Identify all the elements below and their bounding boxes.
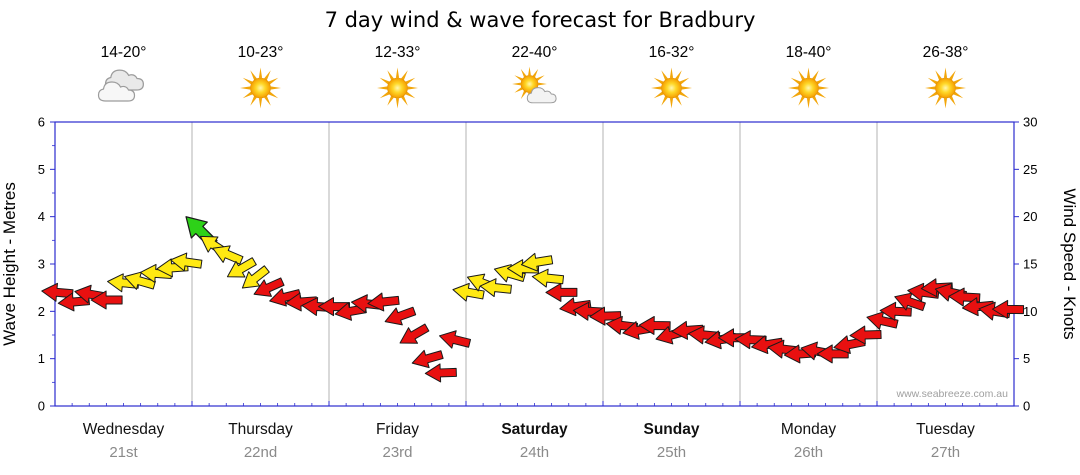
wind-arrow xyxy=(866,311,899,330)
temperature-label: 22-40° xyxy=(512,44,558,61)
x-axis-day-labels: Wednesday 21st Thursday 22nd Friday 23rd Satur… xyxy=(83,421,975,461)
wind-arrow xyxy=(961,297,995,317)
left-axis-tick-label: 2 xyxy=(38,304,45,319)
wind-arrow xyxy=(671,320,704,340)
day-date-label: 21st xyxy=(109,444,138,461)
temperature-label: 14-20° xyxy=(101,44,147,61)
wind-arrow xyxy=(90,290,123,310)
day-name-label: Tuesday xyxy=(916,421,975,438)
wind-arrow xyxy=(253,277,285,297)
wind-arrow xyxy=(399,323,430,344)
sun-icon xyxy=(925,67,966,109)
wind-arrow xyxy=(241,265,270,289)
wind-arrow xyxy=(269,288,302,307)
right-axis-tick-label: 15 xyxy=(1023,257,1037,272)
wind-arrow xyxy=(531,268,565,288)
left-axis-tick-label: 3 xyxy=(38,257,45,272)
cloud-icon xyxy=(97,81,136,102)
wind-arrow xyxy=(367,292,400,312)
wind-arrow xyxy=(411,349,444,369)
sun-icon xyxy=(377,67,418,109)
left-axis-tick-label: 5 xyxy=(38,162,45,177)
temperature-label: 10-23° xyxy=(238,44,284,61)
wind-arrow xyxy=(438,330,472,349)
wind-arrow xyxy=(894,292,926,312)
gridlines xyxy=(191,122,878,406)
cloud-icon xyxy=(526,87,557,104)
weather-icon-sun xyxy=(651,67,692,109)
right-axis-tick-label: 25 xyxy=(1023,162,1037,177)
left-axis-tick-label: 4 xyxy=(38,209,45,224)
watermark: www.seabreeze.com.au xyxy=(896,388,1009,400)
page-title: 7 day wind & wave forecast for Bradbury xyxy=(324,8,756,32)
wind-arrow xyxy=(479,278,512,298)
left-axis-tick-label: 0 xyxy=(38,399,45,414)
right-axis-tick-label: 20 xyxy=(1023,209,1037,224)
wind-arrow xyxy=(285,292,318,312)
day-name-label: Thursday xyxy=(228,421,293,438)
sun-icon xyxy=(651,67,692,109)
wind-arrow xyxy=(751,335,784,355)
wind-arrow xyxy=(589,306,622,326)
wind-arrow xyxy=(384,306,417,326)
day-date-label: 22nd xyxy=(244,444,277,461)
left-axis-tick-label: 1 xyxy=(38,351,45,366)
weather-icon-sun-cloud xyxy=(512,66,557,104)
day-name-label: Wednesday xyxy=(83,421,165,438)
wind-arrow xyxy=(572,301,605,321)
right-axis-tick-label: 30 xyxy=(1023,115,1037,130)
day-date-label: 24th xyxy=(520,444,549,461)
wind-arrow xyxy=(948,287,981,307)
wind-arrow-series xyxy=(41,216,1025,383)
weather-icon-clouds xyxy=(97,69,144,102)
day-name-label: Monday xyxy=(781,421,836,438)
day-date-label: 23rd xyxy=(382,444,412,461)
wind-arrow xyxy=(638,315,671,335)
temperature-label: 18-40° xyxy=(786,44,832,61)
day-date-label: 26th xyxy=(794,444,823,461)
wind-arrow xyxy=(170,252,203,272)
day-name-label: Friday xyxy=(376,421,419,438)
day-name-label: Sunday xyxy=(644,421,700,438)
wind-arrow xyxy=(212,245,244,265)
wind-arrow xyxy=(41,282,74,302)
sun-icon xyxy=(240,67,281,109)
sun-icon xyxy=(788,67,829,109)
wind-arrow xyxy=(879,301,912,321)
temperature-row: 14-20° 10-23° 12-33° 22-40° 16-32° 18-40° 26-3… xyxy=(101,44,969,61)
weather-icon-sun xyxy=(925,67,966,109)
wind-arrow xyxy=(992,299,1025,319)
wind-arrow xyxy=(318,297,350,317)
axes: 0 1 2 3 4 5 6 0 5 10 15 20 25 30 xyxy=(38,115,1038,414)
weather-icon-sun xyxy=(377,67,418,109)
day-date-label: 25th xyxy=(657,444,686,461)
weather-icon-row xyxy=(97,66,966,109)
right-axis-title: Wind Speed - Knots xyxy=(1060,188,1079,339)
weather-icon-sun xyxy=(788,67,829,109)
wind-arrow xyxy=(424,363,457,383)
temperature-label: 16-32° xyxy=(649,44,695,61)
wind-arrow xyxy=(452,282,485,302)
wind-arrow xyxy=(520,252,554,272)
wind-arrow xyxy=(545,282,578,302)
wind-arrow xyxy=(849,325,882,345)
left-axis-tick-label: 6 xyxy=(38,115,45,130)
right-axis-tick-label: 10 xyxy=(1023,304,1037,319)
day-name-label: Saturday xyxy=(501,421,568,438)
wind-arrow xyxy=(920,278,953,298)
weather-icon-sun xyxy=(240,67,281,109)
left-axis-title: Wave Height - Metres xyxy=(0,182,19,346)
day-date-label: 27th xyxy=(931,444,960,461)
temperature-label: 26-38° xyxy=(923,44,969,61)
right-axis-tick-label: 5 xyxy=(1023,351,1030,366)
wind-arrow xyxy=(226,257,257,278)
right-axis-tick-label: 0 xyxy=(1023,399,1030,414)
temperature-label: 12-33° xyxy=(375,44,421,61)
wind-arrow xyxy=(734,330,767,350)
